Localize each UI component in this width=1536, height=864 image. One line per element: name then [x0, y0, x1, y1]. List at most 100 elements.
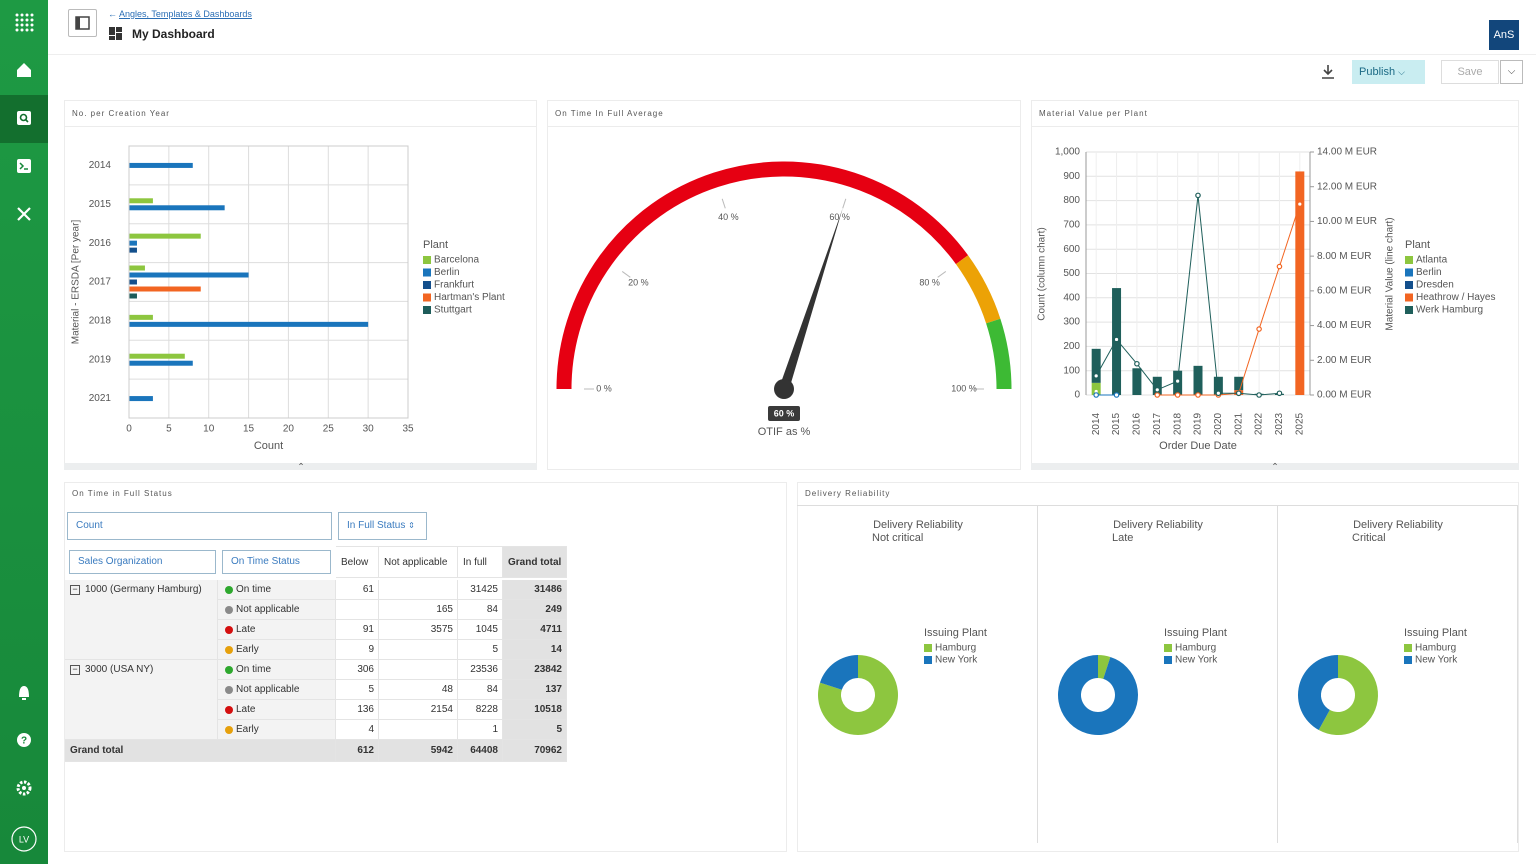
grand-total-cell: 70962 [503, 740, 567, 762]
status-label: Early [236, 644, 259, 655]
collapse-toggle[interactable]: − [70, 665, 80, 675]
grand-total-cell: 5942 [379, 740, 458, 762]
widget-title: Delivery Reliability [805, 489, 891, 498]
sidebar-icons: ? LV [11, 13, 37, 852]
widget [1031, 100, 1519, 470]
value-cell: 137 [503, 680, 567, 700]
row-field-label: Sales Organization [78, 556, 163, 567]
value-cell [379, 720, 458, 740]
tools-icon[interactable] [17, 207, 31, 221]
status-cell: Late [218, 700, 336, 720]
value-cell: 5 [458, 640, 503, 660]
value-cell: 23842 [503, 660, 567, 680]
row-field-label: On Time Status [231, 556, 300, 567]
value-cell: 84 [458, 600, 503, 620]
column-field-label: In Full Status [347, 520, 406, 531]
widget-title: On Time In Full Average [555, 109, 664, 118]
status-cell: On time [218, 660, 336, 680]
value-cell: 3575 [379, 620, 458, 640]
status-cell: Early [218, 640, 336, 660]
settings-icon[interactable] [16, 780, 32, 796]
status-cell: Late [218, 620, 336, 640]
value-cell: 5 [336, 680, 379, 700]
value-cell: 5 [503, 720, 567, 740]
row-group: 1000 (Germany Hamburg) − [65, 580, 218, 660]
measure-field[interactable]: Count [67, 512, 332, 540]
page-title: My Dashboard [132, 27, 215, 41]
column-header: Not applicable [379, 546, 458, 578]
download-icon[interactable] [1320, 64, 1336, 80]
breadcrumb[interactable]: ← Angles, Templates & Dashboards [108, 9, 252, 19]
value-cell: 48 [379, 680, 458, 700]
publish-button[interactable]: Publish ⌵ [1352, 60, 1425, 84]
value-cell: 31486 [503, 580, 567, 600]
value-cell: 165 [379, 600, 458, 620]
status-label: On time [236, 664, 272, 675]
pie-panel [1037, 505, 1278, 843]
row-field[interactable]: On Time Status [222, 550, 331, 574]
value-cell: 91 [336, 620, 379, 640]
row-field[interactable]: Sales Organization [69, 550, 216, 574]
apps-icon[interactable] [15, 13, 34, 32]
collapse-toggle[interactable]: − [70, 585, 80, 595]
status-dot [225, 646, 233, 654]
widget-footer [64, 463, 537, 470]
status-label: Late [236, 624, 256, 635]
status-dot [225, 586, 233, 594]
status-dot [225, 626, 233, 634]
dashboard-icon [109, 27, 122, 40]
value-cell [379, 660, 458, 680]
grand-total-cell: 612 [336, 740, 379, 762]
panel-icon [75, 16, 90, 30]
column-field[interactable]: In Full Status ⇕ [338, 512, 427, 540]
widget-title: Material Value per Plant [1039, 109, 1148, 118]
save-button[interactable]: Save [1441, 60, 1499, 84]
widget-footer [1031, 463, 1519, 470]
value-cell: 8228 [458, 700, 503, 720]
value-cell: 2154 [379, 700, 458, 720]
user-avatar[interactable] [11, 826, 37, 852]
terminal-icon[interactable] [17, 159, 31, 173]
status-dot [225, 666, 233, 674]
value-cell [336, 600, 379, 620]
widget [547, 100, 1021, 470]
grand-total-cell: 64408 [458, 740, 503, 762]
value-cell: 61 [336, 580, 379, 600]
status-label: Not applicable [236, 684, 300, 695]
column-header: Below [336, 546, 379, 578]
value-cell: 84 [458, 680, 503, 700]
value-cell: 306 [336, 660, 379, 680]
save-menu[interactable]: ⌵ [1500, 60, 1523, 84]
status-label: On time [236, 584, 272, 595]
value-cell: 1 [458, 720, 503, 740]
value-cell: 9 [336, 640, 379, 660]
status-dot [225, 606, 233, 614]
breadcrumb-link[interactable]: Angles, Templates & Dashboards [119, 9, 252, 19]
bell-icon[interactable] [19, 686, 29, 700]
status-label: Late [236, 704, 256, 715]
panel-toggle[interactable] [68, 9, 97, 37]
help-icon[interactable]: ? [17, 733, 31, 747]
pie-panel [1277, 505, 1518, 843]
account-badge[interactable]: AnS [1489, 20, 1519, 50]
value-cell: 1045 [458, 620, 503, 640]
value-cell [379, 640, 458, 660]
search-icon[interactable] [17, 111, 31, 125]
column-header: Grand total [503, 546, 567, 578]
widget-title: No. per Creation Year [72, 109, 170, 118]
status-label: Early [236, 724, 259, 735]
status-cell: Early [218, 720, 336, 740]
home-icon[interactable] [17, 63, 31, 77]
status-label: Not applicable [236, 604, 300, 615]
group-label: 1000 (Germany Hamburg) [85, 584, 202, 595]
column-header: In full [458, 546, 503, 578]
svg-text:?: ? [21, 736, 27, 747]
divider [64, 126, 537, 127]
group-label: 3000 (USA NY) [85, 664, 154, 675]
value-cell: 14 [503, 640, 567, 660]
pie-panel [797, 505, 1038, 843]
value-cell: 31425 [458, 580, 503, 600]
value-cell: 4711 [503, 620, 567, 640]
status-cell: Not applicable [218, 600, 336, 620]
value-cell: 4 [336, 720, 379, 740]
